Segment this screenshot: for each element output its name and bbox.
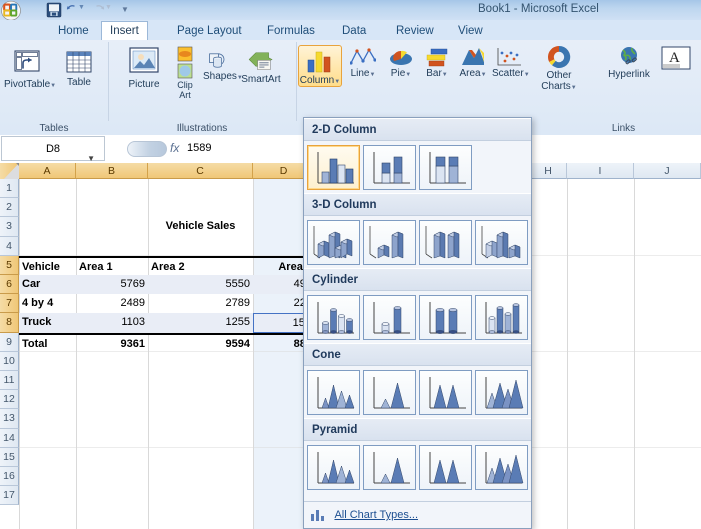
svg-text:A: A	[669, 50, 680, 66]
